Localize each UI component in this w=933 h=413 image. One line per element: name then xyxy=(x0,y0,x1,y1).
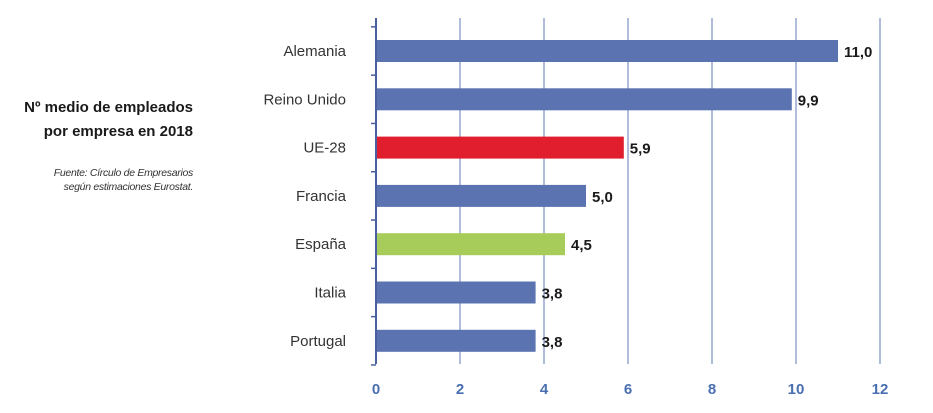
category-label: Portugal xyxy=(290,333,346,350)
x-tick-label: 6 xyxy=(624,381,632,398)
value-label: 4,5 xyxy=(571,237,592,254)
category-label: España xyxy=(295,236,347,253)
x-tick-label: 8 xyxy=(708,381,716,398)
value-label: 11,0 xyxy=(844,44,872,61)
category-label: Italia xyxy=(314,285,346,302)
value-label: 5,0 xyxy=(592,189,613,206)
chart-title-line-2: por empresa en 2018 xyxy=(43,123,193,140)
chart-source-note: Fuente: Círculo de Empresarios según est… xyxy=(53,166,194,194)
bar-reino-unido xyxy=(376,88,792,111)
source-line-1: Fuente: Círculo de Empresarios xyxy=(53,167,194,179)
x-tick-label: 4 xyxy=(540,381,549,398)
category-label: UE-28 xyxy=(303,140,346,157)
bar-españa xyxy=(376,233,565,256)
chart-title: Nº medio de empleados por empresa en 201… xyxy=(24,96,193,144)
chart-title-line-1: Nº medio de empleados xyxy=(24,99,193,116)
source-line-2: según estimaciones Eurostat. xyxy=(63,181,194,193)
x-tick-label: 2 xyxy=(456,381,464,398)
bar-portugal xyxy=(376,329,536,352)
value-label: 5,9 xyxy=(630,141,651,158)
value-label: 3,8 xyxy=(542,334,563,351)
bar-francia xyxy=(376,184,586,207)
category-label: Francia xyxy=(296,188,347,205)
value-label: 9,9 xyxy=(798,92,819,109)
value-label: 3,8 xyxy=(542,286,563,303)
x-tick-label: 12 xyxy=(872,381,889,398)
x-tick-label: 0 xyxy=(372,381,380,398)
bar-italia xyxy=(376,281,536,304)
bar-ue-28 xyxy=(376,136,624,159)
category-label: Alemania xyxy=(283,43,346,60)
bar-alemania xyxy=(376,40,838,62)
x-tick-label: 10 xyxy=(788,381,805,398)
category-label: Reino Unido xyxy=(263,91,346,108)
